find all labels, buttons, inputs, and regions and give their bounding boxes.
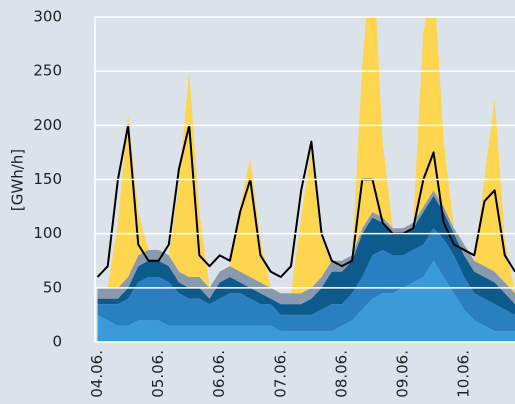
y-tick-label: 150 xyxy=(33,170,62,188)
y-tick-label: 250 xyxy=(33,62,62,80)
y-axis-label: [GWh/h] xyxy=(9,149,27,211)
plot-area xyxy=(96,17,515,342)
line xyxy=(96,124,515,278)
x-tick-label: 10.06. xyxy=(455,350,473,398)
y-tick-label: 300 xyxy=(33,8,62,26)
x-tick-label: 08.06. xyxy=(332,350,350,398)
y-tick-label: 200 xyxy=(33,116,62,134)
area xyxy=(97,228,515,332)
x-tick-label: 04.06. xyxy=(88,350,106,398)
y-tick-label: 50 xyxy=(43,278,62,296)
x-tick-label: 06.06. xyxy=(210,350,228,398)
y-tick-label: 0 xyxy=(52,333,62,351)
area xyxy=(97,260,515,342)
y-tick-label: 100 xyxy=(33,224,62,242)
x-tick-label: 07.06. xyxy=(271,350,289,398)
x-tick-label: 05.06. xyxy=(149,350,167,398)
x-tick-label: 09.06. xyxy=(394,350,412,398)
